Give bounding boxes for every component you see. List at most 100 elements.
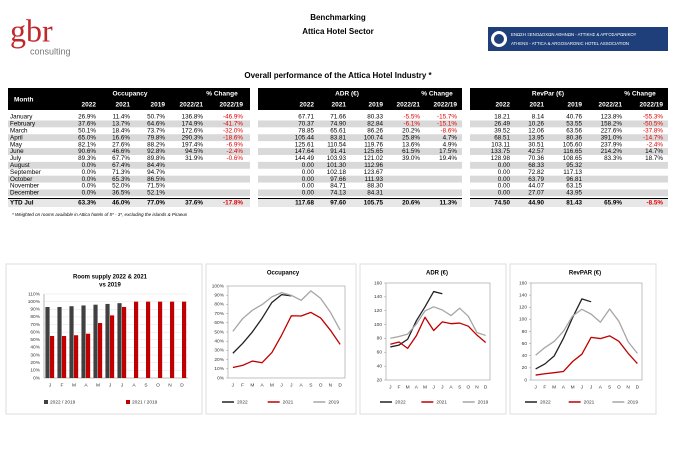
cell: 13.95 [528, 134, 544, 141]
x-tick-label: J [121, 382, 124, 388]
plot-frame [385, 282, 491, 381]
bar [122, 306, 127, 378]
chart-title: ADR (€) [426, 271, 448, 277]
cell: 237.9% [601, 141, 623, 148]
logo-sub: consulting [30, 46, 71, 56]
cell: 18.4% [112, 127, 130, 134]
sub-header: 2022/21 [397, 102, 421, 109]
x-tick-label: M [72, 382, 76, 388]
cell: 123.8% [601, 114, 623, 121]
legend-label: 2021 [283, 399, 294, 405]
column-header: Month [14, 97, 34, 104]
cell: 74.13 [330, 190, 346, 197]
x-tick-label: F [543, 384, 546, 390]
cell: 110.54 [327, 141, 346, 148]
cell: 105.75 [364, 200, 384, 207]
group-header: % Change [624, 91, 656, 98]
bar [182, 301, 187, 378]
y-tick-label: 0% [33, 375, 41, 381]
row-shade [8, 199, 250, 207]
x-tick-label: F [241, 382, 244, 388]
association-en: ATHENS - ATTICA & ARGOSARONIC HOTEL ASSO… [511, 41, 629, 46]
cell: 84.71 [330, 183, 346, 190]
chart-frame [5, 263, 203, 415]
chart-frame [509, 263, 657, 415]
y-tick-label: 80% [214, 302, 224, 308]
x-tick-label: S [309, 382, 312, 388]
header-band [258, 88, 462, 110]
cell: 40.76 [566, 114, 582, 121]
header-title: Benchmarking [310, 13, 366, 22]
cell: 61.5% [402, 148, 420, 155]
cell: -14.7% [643, 134, 663, 141]
cell: 290.3% [182, 134, 204, 141]
row-shade [258, 148, 462, 155]
x-tick-label: D [338, 382, 342, 388]
legend-label: 2021 [584, 399, 595, 405]
legend-label: 2021 [436, 399, 447, 405]
y-tick-label: 30% [30, 352, 40, 358]
cell: 16.6% [112, 134, 130, 141]
y-tick-label: 10% [214, 366, 224, 372]
cell: -2.4% [227, 148, 244, 155]
y-tick-label: 140 [374, 294, 382, 300]
y-tick-label: 40% [30, 345, 40, 351]
charts-frame [5, 263, 657, 415]
bar [170, 301, 175, 378]
cell: 39.52 [494, 127, 510, 134]
group-header: % Change [421, 91, 453, 98]
cell: 65.3% [112, 176, 130, 183]
header-band [8, 88, 250, 110]
cell: -0.6% [227, 155, 244, 162]
row-shade [470, 161, 668, 169]
group-header: Occupancy [112, 91, 147, 98]
bar [45, 306, 50, 378]
cell: 53.55 [566, 121, 582, 128]
row-shade [258, 189, 462, 197]
cell: 73.7% [147, 127, 165, 134]
cell: 26.49 [494, 121, 510, 128]
cell: 0.00 [302, 162, 315, 169]
cell: 42.57 [528, 148, 544, 155]
cell: 103.11 [491, 141, 510, 148]
association-emblem-inner [494, 34, 504, 44]
x-tick-label: J [109, 382, 112, 388]
cell: 50.7% [147, 114, 165, 121]
cell: 65.9% [604, 200, 622, 207]
cell: 94.5% [185, 148, 203, 155]
cell: 89.8% [147, 155, 165, 162]
bar [74, 335, 79, 378]
sub-header: 2019 [369, 102, 384, 109]
series-line [535, 308, 638, 356]
legend-label: 2022 [395, 399, 406, 405]
chart-frame [359, 263, 507, 415]
chart-title: RevPAR (€) [569, 271, 601, 277]
cell: 11.4% [113, 114, 131, 121]
legend-label: 2021 / 2019 [132, 399, 158, 405]
cell: -15.1% [437, 121, 457, 128]
cell: 44.07 [528, 183, 544, 190]
y-tick-label: 60% [30, 329, 40, 335]
footnote: * Weighted on rooms available in Attica … [12, 212, 188, 217]
cell: 172.6% [182, 127, 204, 134]
bar [93, 304, 98, 378]
cell: 0.00 [302, 176, 315, 183]
cell: 0.00 [302, 183, 315, 190]
cell: 147.64 [295, 148, 315, 155]
legend-label: 2022 / 2019 [50, 399, 76, 405]
chart-title: Occupancy [267, 271, 300, 277]
group-header: RevPar (€) [532, 91, 564, 98]
bar [86, 333, 91, 378]
x-tick-label: J [389, 384, 392, 390]
cell: 117.68 [295, 200, 314, 207]
cell: -6.9% [227, 141, 244, 148]
row-shade [470, 175, 668, 183]
y-tick-label: 160 [519, 280, 527, 286]
cell: 8.14 [532, 114, 545, 121]
cell: 11.3% [439, 200, 457, 207]
y-tick-label: 10% [30, 368, 40, 374]
series-line [390, 306, 486, 339]
y-tick-label: 30% [214, 348, 224, 354]
row-shade [258, 175, 462, 183]
legend-label: 2019 [627, 399, 638, 405]
